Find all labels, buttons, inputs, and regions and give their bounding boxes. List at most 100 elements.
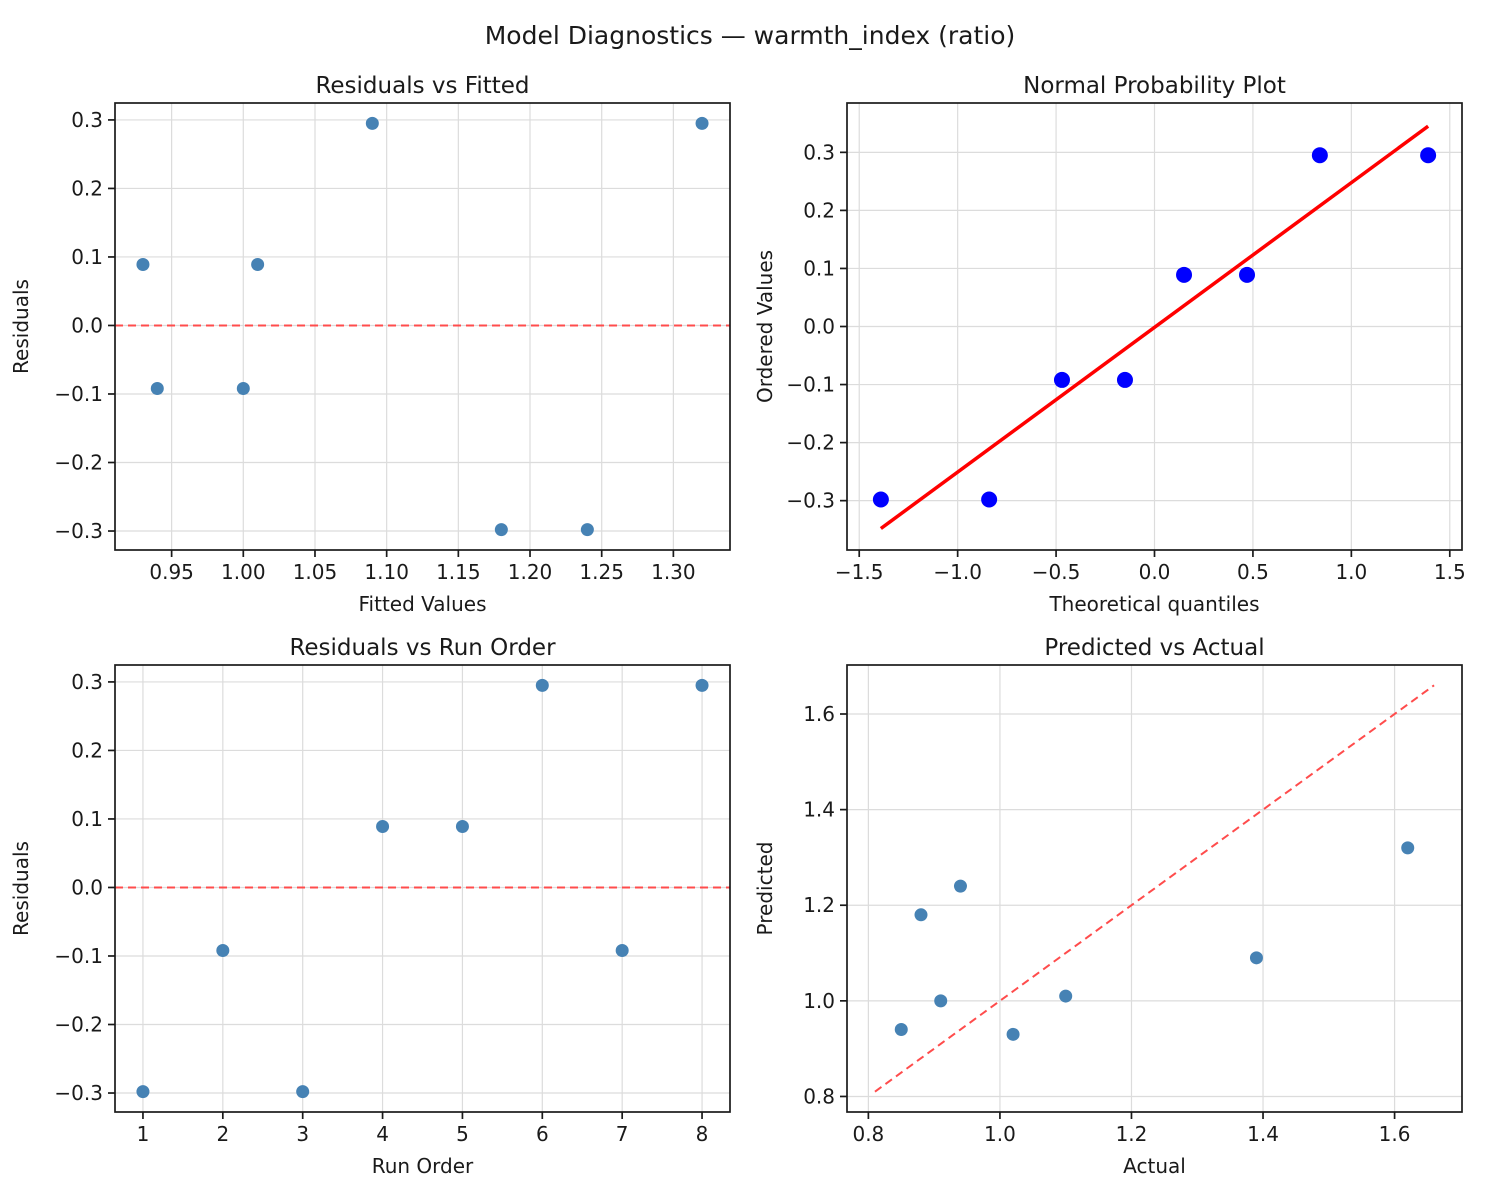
x-tick-label: 1.0 [984, 1122, 1016, 1146]
y-tick-label: −0.3 [786, 489, 835, 513]
x-tick-label: 1.2 [1116, 1122, 1148, 1146]
y-tick-label: 0.8 [803, 1084, 835, 1108]
x-axis-label: Actual [1123, 1154, 1186, 1178]
y-tick-label: 0.3 [71, 670, 103, 694]
x-tick-label: 5 [456, 1122, 469, 1146]
y-tick-label: −0.3 [54, 519, 103, 543]
y-tick-label: 0.3 [71, 108, 103, 132]
data-point [1053, 371, 1070, 388]
data-point [1116, 371, 1133, 388]
fit-line [879, 124, 1430, 530]
data-point [494, 523, 508, 537]
data-point [1249, 951, 1263, 965]
figure-title: Model Diagnostics — warmth_index (ratio) [484, 21, 1016, 50]
data-point [1401, 841, 1415, 855]
data-point [1176, 266, 1193, 283]
data-point [236, 382, 250, 396]
plot-title: Residuals vs Run Order [289, 635, 556, 661]
data-point [580, 523, 594, 537]
x-tick-label: 1.30 [651, 560, 696, 584]
data-point [1239, 266, 1256, 283]
reference-line-dashed [874, 684, 1435, 1093]
axes-spines [846, 664, 1463, 1113]
x-tick-label: 1.05 [293, 560, 338, 584]
x-tick-label: 8 [696, 1122, 709, 1146]
x-axis-label: Fitted Values [359, 592, 487, 616]
subplot-predicted-vs-actual: 0.8 1.0 1.2 1.4 1.6 0.8 1.0 1.2 1.4 1.6 Predicted … [753, 635, 1463, 1178]
data-point [365, 116, 379, 130]
y-tick-label: −0.3 [54, 1081, 103, 1105]
y-tick-label: 0.1 [71, 245, 103, 269]
y-axis-label: Ordered Values [753, 250, 777, 403]
x-tick-label: 1.10 [364, 560, 409, 584]
data-point [535, 678, 549, 692]
x-tick-label: 1.15 [436, 560, 481, 584]
data-point [894, 1023, 908, 1037]
data-point [296, 1085, 310, 1099]
y-tick-label: 0.2 [71, 176, 103, 200]
y-tick-label: −0.2 [786, 431, 835, 455]
subplot-residuals-vs-fitted: 0.95 1.00 1.05 1.10 1.15 1.20 1.25 1.30 −0.3 −0.2… [9, 73, 731, 616]
data-point [136, 1085, 150, 1099]
y-tick-label: −0.1 [786, 373, 835, 397]
subplot-residuals-vs-run-order: 1 2 3 4 5 6 7 8 −0.3 −0.2 −0.1 0.0 0.1 0.2 0.3 Residual… [9, 635, 731, 1178]
plot-title: Normal Probability Plot [1023, 73, 1286, 99]
y-tick-label: −0.2 [54, 1013, 103, 1037]
data-point [953, 879, 967, 893]
y-tick-label: −0.1 [54, 944, 103, 968]
plot-background [115, 665, 730, 1112]
y-axis-label: Predicted [753, 842, 777, 936]
x-tick-label: 1.6 [1379, 1122, 1411, 1146]
x-tick-label: 0.5 [1237, 560, 1269, 584]
y-tick-label: 0.2 [71, 738, 103, 762]
x-tick-label: 1.25 [579, 560, 624, 584]
axes-spines [114, 664, 731, 1113]
y-tick-label: 0.1 [803, 256, 835, 280]
x-tick-label: 1.20 [508, 560, 553, 584]
y-axis-label: Residuals [9, 841, 33, 936]
plot-title: Predicted vs Actual [1044, 635, 1264, 661]
subplot-normal-probability-plot: −1.5 −1.0 −0.5 0.0 0.5 1.0 1.5 −0.3 −0.2 −0.1 0.0 0… [753, 73, 1466, 616]
x-tick-label: 1.00 [221, 560, 266, 584]
x-tick-label: 2 [216, 1122, 229, 1146]
x-axis-label: Theoretical quantiles [1048, 592, 1259, 616]
x-tick-label: 0.95 [149, 560, 194, 584]
y-axis-label: Residuals [9, 279, 33, 374]
data-point [695, 116, 709, 130]
y-tick-label: −0.2 [54, 451, 103, 475]
y-tick-label: 0.0 [803, 315, 835, 339]
axes-spines [114, 102, 731, 551]
y-tick-label: 1.2 [803, 893, 835, 917]
x-axis-label: Run Order [372, 1154, 474, 1178]
x-tick-label: 3 [296, 1122, 309, 1146]
data-point [455, 819, 469, 833]
y-tick-label: −0.1 [54, 382, 103, 406]
data-point [934, 994, 948, 1008]
x-tick-label: −1.5 [835, 560, 884, 584]
data-point [150, 382, 164, 396]
x-tick-label: 6 [536, 1122, 549, 1146]
x-tick-label: 0.0 [1139, 560, 1171, 584]
y-tick-label: 0.2 [803, 198, 835, 222]
x-tick-label: −1.0 [933, 560, 982, 584]
data-point [615, 944, 629, 958]
data-point [216, 944, 230, 958]
x-tick-label: 0.8 [852, 1122, 884, 1146]
x-tick-label: 7 [616, 1122, 629, 1146]
y-tick-label: 1.4 [803, 798, 835, 822]
y-tick-label: 0.1 [71, 807, 103, 831]
y-tick-label: 1.0 [803, 989, 835, 1013]
y-tick-label: 0.0 [71, 875, 103, 899]
x-tick-label: 1.5 [1434, 560, 1466, 584]
x-tick-label: −0.5 [1032, 560, 1081, 584]
y-tick-label: 0.3 [803, 140, 835, 164]
data-point [914, 908, 928, 922]
data-point [251, 257, 265, 271]
y-tick-label: 1.6 [803, 702, 835, 726]
x-tick-label: 1.0 [1335, 560, 1367, 584]
plot-title: Residuals vs Fitted [315, 73, 529, 99]
data-point [872, 491, 889, 508]
plot-background [115, 103, 730, 550]
data-point [1420, 147, 1437, 164]
